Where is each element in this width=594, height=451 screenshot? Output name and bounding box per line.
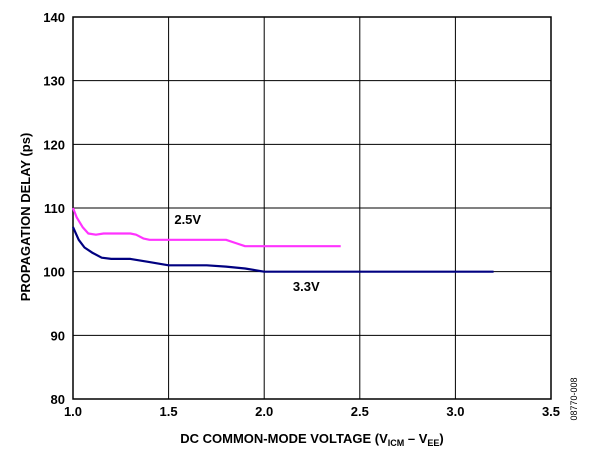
x-tick-label: 1.0 (64, 404, 82, 419)
y-tick-label: 140 (43, 10, 65, 25)
x-tick-label: 2.0 (255, 404, 273, 419)
tick-labels: 1.0 1.5 2.0 2.5 3.0 3.5 80 90 100 110 120 130 140 (43, 10, 560, 419)
figure-id: 08770-008 (569, 377, 579, 420)
x-axis-title-sub-icm: ICM (388, 438, 405, 448)
y-tick-label: 80 (51, 392, 65, 407)
x-axis-title-sub-ee: EE (427, 438, 439, 448)
y-tick-label: 110 (44, 201, 65, 216)
y-tick-label: 90 (51, 328, 65, 343)
x-axis-title-prefix: DC COMMON-MODE VOLTAGE (V (180, 431, 388, 446)
x-tick-label: 2.5 (351, 404, 369, 419)
x-axis-title: DC COMMON-MODE VOLTAGE (VICM – VEE) (180, 431, 444, 448)
series-labels: 2.5V 3.3V (174, 212, 320, 294)
x-axis-title-suffix: ) (439, 431, 443, 446)
y-tick-label: 130 (43, 74, 65, 89)
series-line-2-5v (71, 207, 341, 248)
x-tick-label: 3.5 (542, 404, 560, 419)
series-label: 3.3V (293, 279, 320, 294)
series-label: 2.5V (174, 212, 201, 227)
x-tick-label: 1.5 (160, 404, 178, 419)
y-axis-title: PROPAGATION DELAY (ps) (18, 133, 33, 302)
x-axis-title-middle: – V (404, 431, 427, 446)
grid (72, 16, 552, 400)
series-lines (71, 207, 494, 273)
series-line-3-3v (71, 226, 494, 273)
y-tick-label: 100 (43, 265, 65, 280)
y-tick-label: 120 (43, 137, 65, 152)
x-tick-label: 3.0 (446, 404, 464, 419)
